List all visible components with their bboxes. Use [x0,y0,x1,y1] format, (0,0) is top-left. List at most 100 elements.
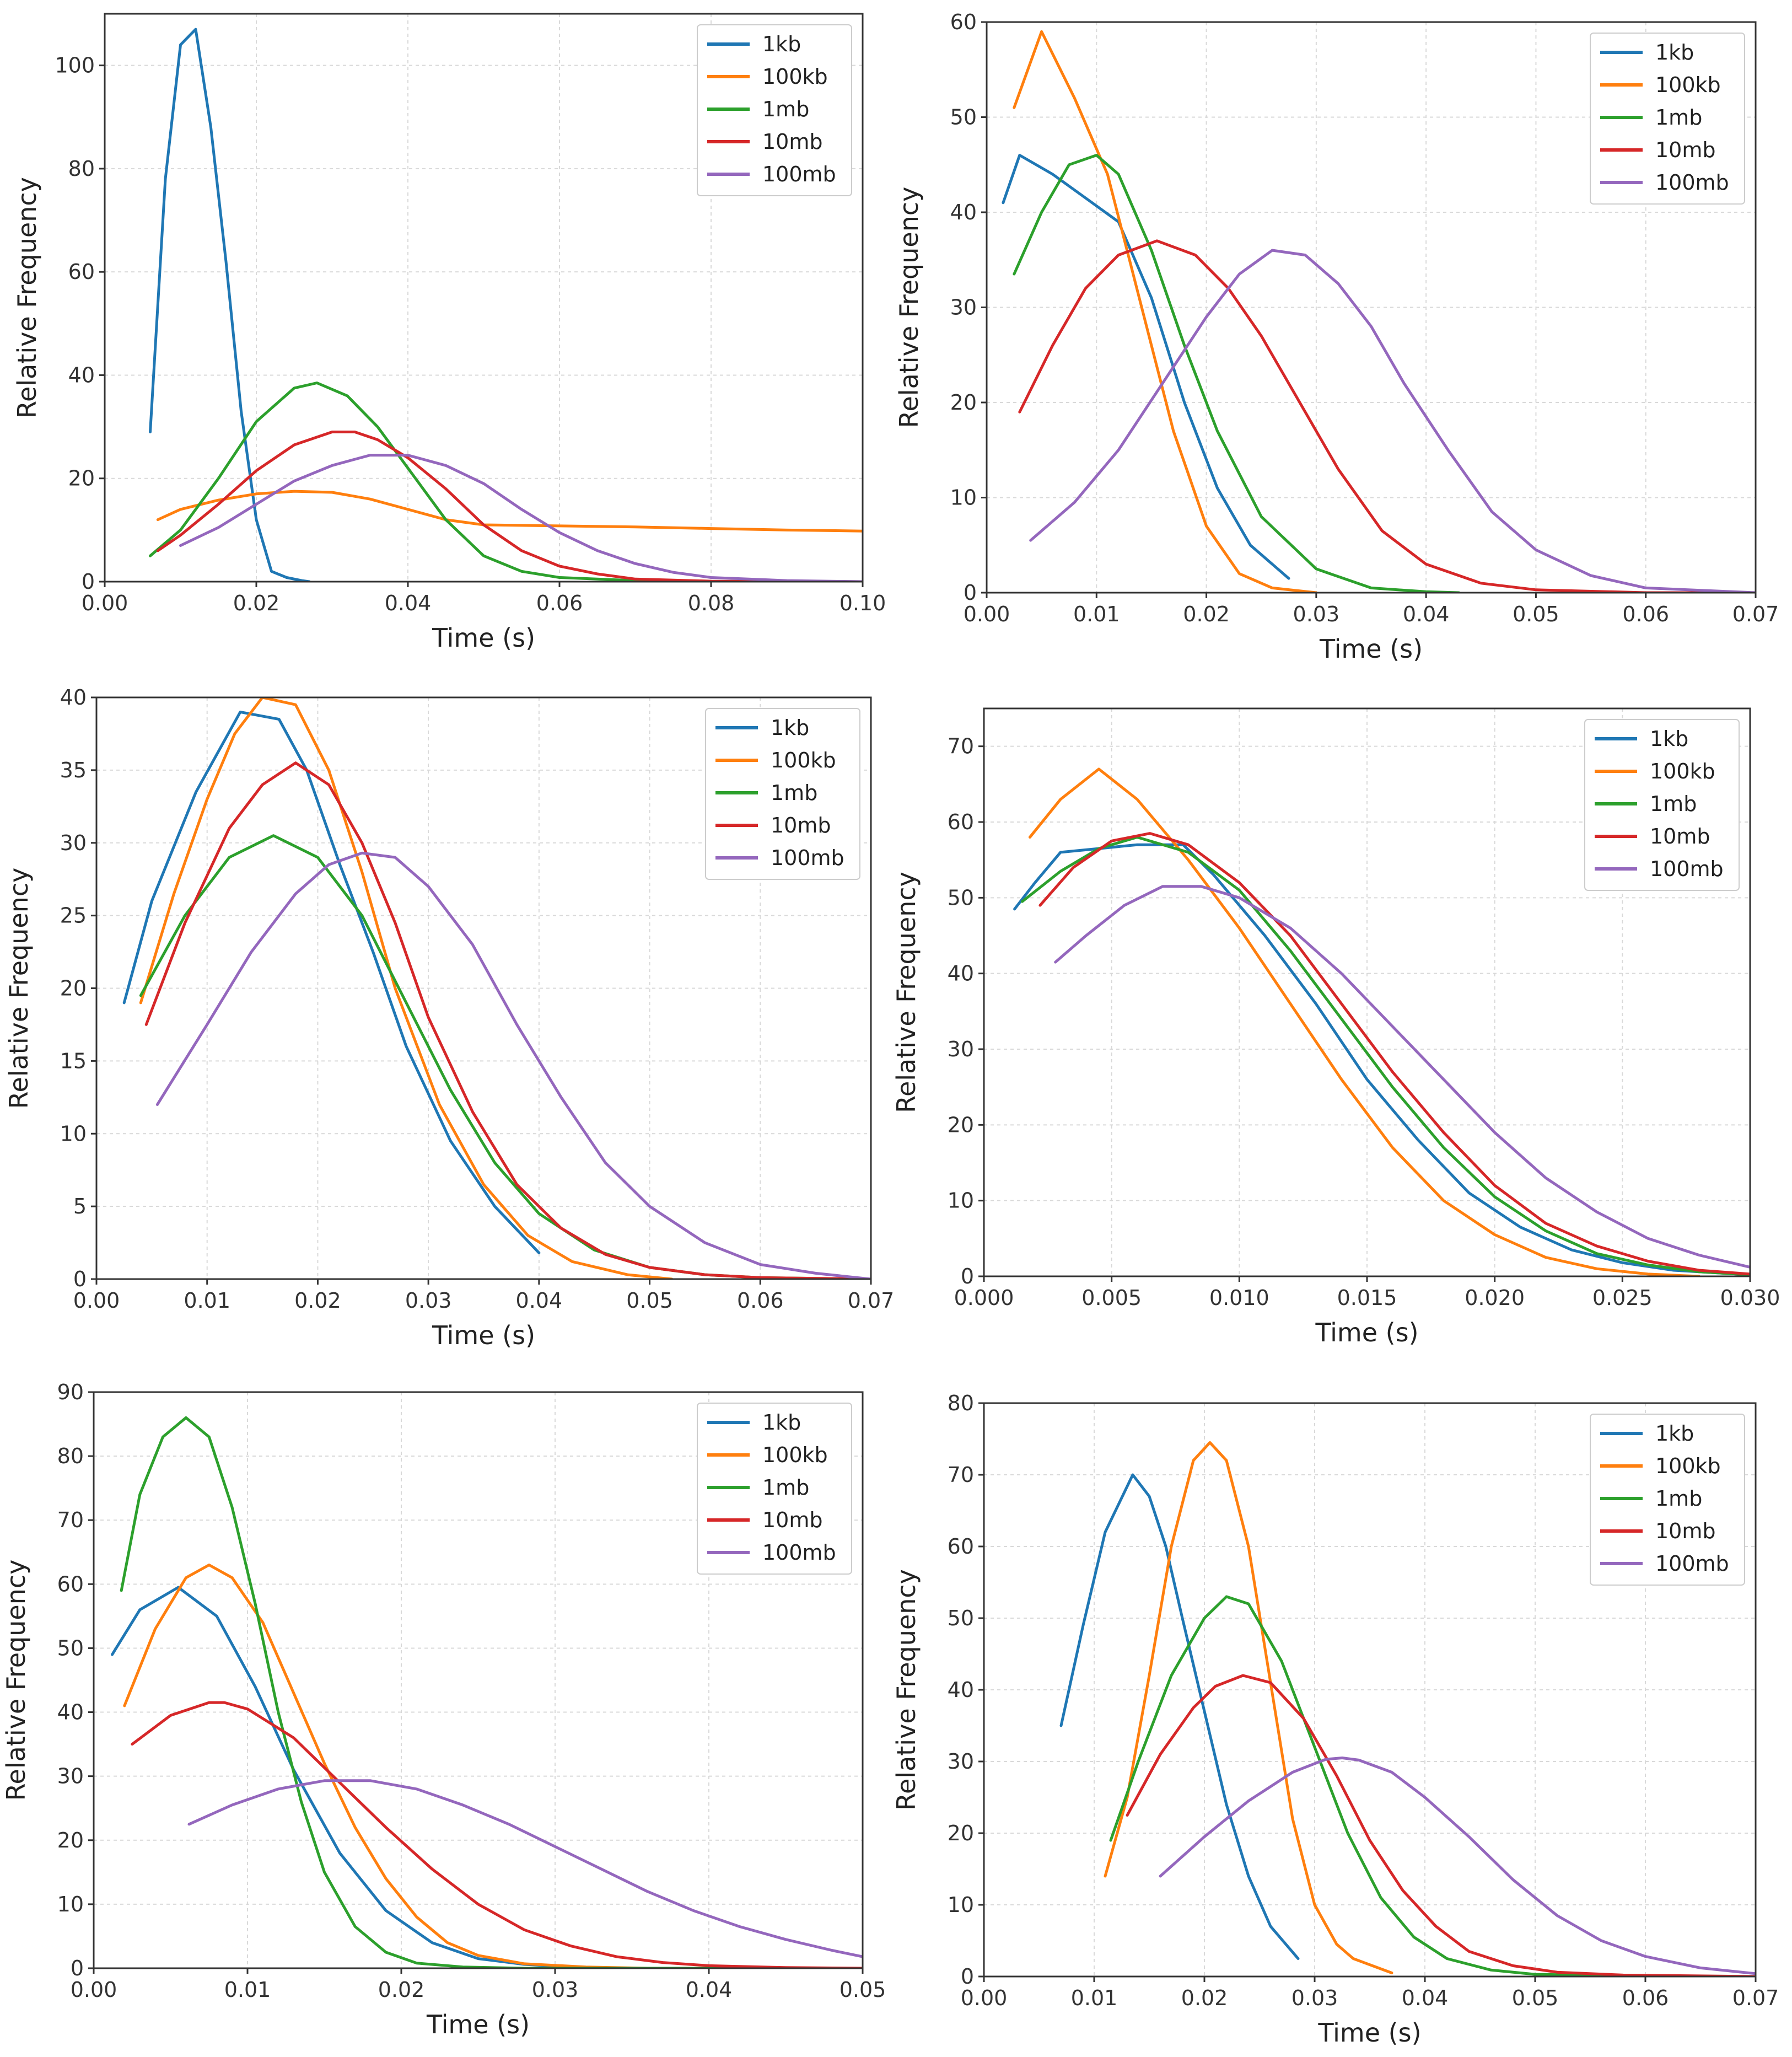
y-tick-label: 15 [60,1049,87,1073]
y-tick-label: 20 [68,466,95,491]
x-tick-label: 0.00 [961,1986,1008,2010]
legend-label-1kb: 1kb [762,1410,801,1435]
y-tick-label: 20 [950,390,977,415]
x-tick-label: 0.00 [82,591,128,615]
y-tick-label: 100 [55,53,95,78]
legend-label-10mb: 10mb [762,1508,823,1532]
legend-label-100mb: 100mb [1655,1551,1729,1576]
x-tick-label: 0.07 [1732,602,1779,626]
y-tick-label: 0 [961,1264,974,1288]
panel-4: 0.000 0.005 0.010 0.015 0.020 0.025 0.030 0 10 20… [891,708,1780,1347]
y-tick-label: 50 [57,1636,84,1660]
y-axis-label: Relative Frequency [891,1569,921,1811]
legend-label-1kb: 1kb [1655,1421,1694,1446]
y-tick-label: 70 [948,734,974,759]
y-tick-label: 20 [948,1821,974,1845]
y-tick-label: 5 [73,1194,87,1218]
x-tick-label: 0.06 [737,1288,784,1313]
y-tick-label: 0 [71,1956,84,1980]
y-tick-label: 10 [57,1892,84,1916]
x-axis-label: Time (s) [432,1320,535,1350]
y-tick-label: 25 [60,904,87,928]
legend-label-100mb: 100mb [762,1540,836,1565]
legend-label-10mb: 10mb [771,813,831,837]
x-tick-label: 0.030 [1720,1286,1780,1310]
legend-label-10mb: 10mb [762,130,823,154]
x-tick-label: 0.02 [1183,602,1230,626]
y-axis-label: Relative Frequency [4,868,34,1109]
legend-label-1mb: 1mb [762,97,809,121]
y-tick-label: 60 [57,1572,84,1596]
x-tick-label: 0.03 [405,1288,452,1313]
legend-label-100kb: 100kb [1655,73,1721,97]
x-tick-label: 0.00 [964,602,1010,626]
x-axis-label: Time (s) [1319,634,1423,664]
x-tick-label: 0.01 [1071,1986,1118,2010]
x-tick-label: 0.01 [184,1288,230,1313]
y-tick-label: 20 [57,1828,84,1852]
y-tick-label: 70 [948,1463,974,1487]
y-tick-label: 10 [60,1121,87,1146]
x-tick-label: 0.08 [688,591,735,615]
x-tick-label: 0.02 [1181,1986,1228,2010]
x-tick-label: 0.05 [1513,602,1559,626]
legend-label-10mb: 10mb [1655,1519,1716,1543]
y-tick-label: 20 [60,976,87,1001]
x-tick-label: 0.02 [233,591,280,615]
y-tick-label: 80 [57,1444,84,1468]
y-tick-label: 40 [68,363,95,387]
x-axis-label: Time (s) [426,2010,530,2039]
y-tick-label: 60 [948,810,974,834]
x-tick-label: 0.05 [840,1978,886,2002]
legend: 1kb 100kb 1mb 10mb 100mb [1590,33,1745,204]
x-tick-label: 0.01 [224,1978,271,2002]
x-tick-label: 0.04 [385,591,432,615]
legend-label-1mb: 1mb [1650,792,1697,816]
x-tick-label: 0.04 [1402,1986,1449,2010]
y-tick-label: 50 [950,105,977,130]
y-axis-label: Relative Frequency [891,872,921,1113]
legend-label-100mb: 100mb [1655,170,1729,195]
x-tick-label: 0.000 [954,1286,1014,1310]
y-tick-label: 30 [950,296,977,320]
legend-label-1kb: 1kb [771,716,809,740]
y-tick-label: 35 [60,758,87,782]
y-tick-label: 30 [57,1764,84,1789]
y-tick-label: 20 [948,1113,974,1137]
y-tick-label: 30 [948,1749,974,1774]
x-tick-label: 0.07 [848,1288,895,1313]
y-tick-label: 60 [950,10,977,34]
y-tick-label: 10 [948,1893,974,1917]
legend-label-100kb: 100kb [1655,1454,1721,1478]
x-tick-label: 0.005 [1081,1286,1142,1310]
x-tick-label: 0.00 [71,1978,117,2002]
y-tick-label: 30 [60,831,87,855]
y-tick-label: 0 [964,581,977,605]
x-tick-label: 0.03 [1291,1986,1338,2010]
panel-5: 0.00 0.01 0.02 0.03 0.04 0.05 0 10 20 30 40 50 60 70 8… [1,1380,886,2039]
legend-label-1kb: 1kb [762,32,801,56]
x-tick-label: 0.00 [73,1288,120,1313]
x-tick-label: 0.05 [1512,1986,1559,2010]
legend-label-100mb: 100mb [762,162,836,186]
y-tick-label: 40 [948,1678,974,1702]
x-tick-label: 0.06 [1622,602,1669,626]
y-tick-label: 90 [57,1380,84,1404]
x-tick-label: 0.04 [1403,602,1450,626]
x-tick-label: 0.025 [1592,1286,1653,1310]
legend-label-1mb: 1mb [771,781,817,805]
y-tick-label: 80 [68,157,95,181]
x-tick-label: 0.02 [294,1288,341,1313]
y-axis-label: Relative Frequency [12,177,42,418]
x-tick-label: 0.03 [1293,602,1340,626]
y-tick-label: 60 [68,260,95,284]
legend-label-100mb: 100mb [1650,857,1724,881]
y-tick-label: 80 [948,1391,974,1415]
y-tick-label: 40 [948,962,974,986]
figure: 0.00 0.02 0.04 0.06 0.08 0.10020406080100Time… [0,0,1792,2057]
panel-3: 0.00 0.01 0.02 0.03 0.04 0.05 0.06 0.0705101520… [4,685,894,1350]
y-tick-label: 50 [948,1606,974,1630]
legend-label-10mb: 10mb [1650,824,1710,848]
x-axis-label: Time (s) [1315,1318,1418,1347]
y-tick-label: 0 [73,1267,87,1291]
